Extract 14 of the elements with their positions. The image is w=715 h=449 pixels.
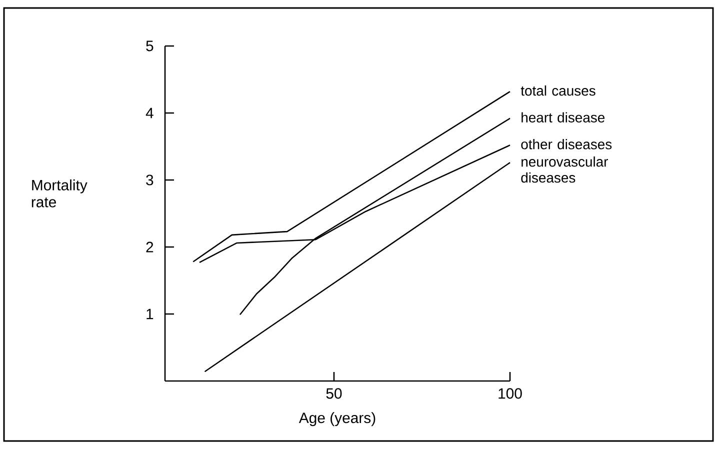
y-tick-label: 3 [146, 174, 154, 186]
y-tick-label: 4 [146, 108, 154, 118]
series-label: total causes [520, 85, 596, 96]
series-label: other diseases [521, 139, 612, 150]
x-tick-label: 100 [498, 388, 522, 399]
x-tick-label: 50 [326, 388, 342, 399]
y-tick-label: 5 [146, 40, 154, 52]
series-label: neurovascular diseases [521, 156, 608, 183]
y-tick-label: 2 [146, 242, 154, 252]
y-tick-label: 1 [146, 308, 154, 320]
x-axis-title: Age (years) [298, 412, 376, 426]
line-series [192, 90, 511, 262]
series-label: heart disease [522, 112, 605, 122]
y-axis-title: Mortality rate [32, 179, 88, 208]
